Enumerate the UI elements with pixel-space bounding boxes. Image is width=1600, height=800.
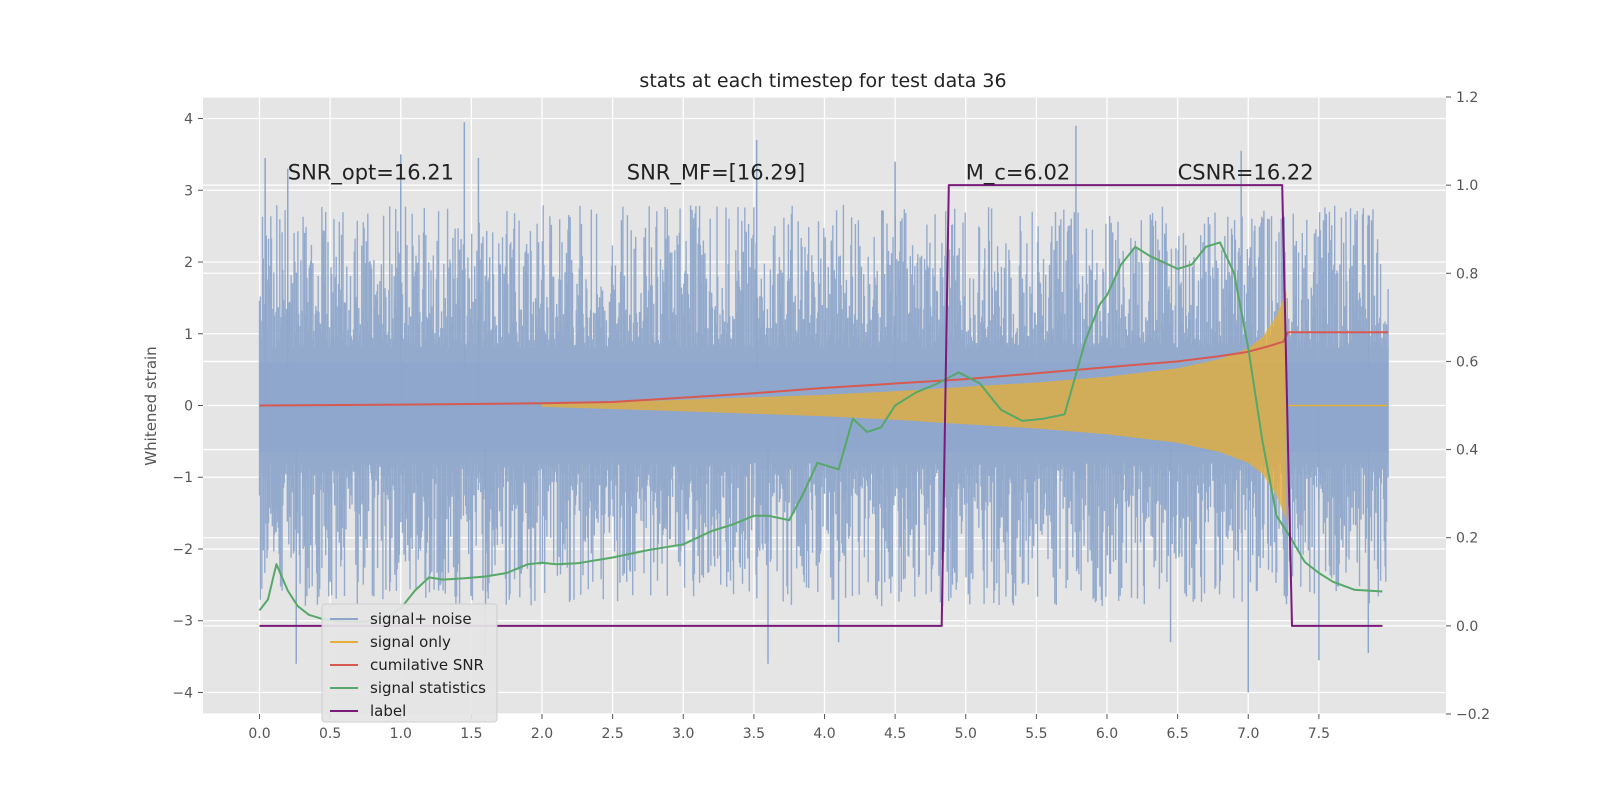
annotation-0: SNR_opt=16.21: [288, 160, 454, 185]
y-right-tick-label: 1.0: [1456, 178, 1478, 194]
signal-statistics-line: [258, 241, 1383, 623]
x-tick-label: 5.5: [1025, 726, 1047, 742]
y-right-tick-label: 0.8: [1456, 266, 1478, 282]
x-tick-label: 5.0: [955, 726, 977, 742]
legend: signal+ noise signal only cumilative SNR si…: [321, 603, 498, 723]
y-tick-label: 0: [184, 399, 193, 415]
x-tick-label: 0.0: [248, 726, 270, 742]
x-tick-label: 2.0: [531, 726, 553, 742]
x-tick-label: 4.0: [813, 726, 835, 742]
y-right-tick-label: 1.2: [1456, 90, 1478, 106]
y-right-tick-label: −0.2: [1456, 707, 1490, 723]
y-tick-label: −3: [172, 614, 193, 630]
annotation-1: SNR_MF=[16.29]: [627, 160, 805, 185]
y-tick-label: 1: [184, 327, 193, 343]
x-tick-label: 7.0: [1237, 726, 1259, 742]
x-tick-label: 6.5: [1166, 726, 1188, 742]
legend-label: label: [370, 702, 406, 720]
x-tick-label: 1.0: [390, 726, 412, 742]
annotation-3: CSNR=16.22: [1178, 160, 1314, 184]
label-line: [259, 184, 1383, 627]
signal-only-envelope: [542, 290, 1287, 521]
y-tick-label: −4: [172, 685, 193, 701]
y-right-tick-label: 0.4: [1456, 443, 1478, 459]
x-tick-label: 1.5: [460, 726, 482, 742]
y-tick-label: 4: [184, 112, 193, 128]
legend-label: signal+ noise: [370, 610, 472, 628]
cumulative-snr-line: [259, 331, 1389, 407]
x-tick-label: 2.5: [601, 726, 623, 742]
y-tick-label: 3: [184, 183, 193, 199]
legend-label: cumilative SNR: [370, 656, 484, 674]
x-tick-label: 7.5: [1308, 726, 1330, 742]
x-tick-label: 0.5: [319, 726, 341, 742]
y-right-tick-label: 0.6: [1456, 354, 1478, 370]
chart-title: stats at each timestep for test data 36: [639, 70, 1006, 92]
y-tick-label: −1: [172, 470, 193, 486]
y-right-tick-label: 0.0: [1456, 619, 1478, 635]
annotation-2: M_c=6.02: [966, 160, 1071, 185]
legend-label: signal statistics: [370, 679, 486, 697]
y-tick-label: −2: [172, 542, 193, 558]
x-tick-label: 4.5: [884, 726, 906, 742]
y-axis-label: Whitened strain: [142, 346, 160, 465]
legend-box: [321, 603, 498, 723]
x-tick-label: 3.0: [672, 726, 694, 742]
signal-only-series: [542, 290, 1389, 521]
y-right-tick-label: 0.2: [1456, 531, 1478, 547]
x-tick-label: 6.0: [1096, 726, 1118, 742]
x-tick-label: 3.5: [743, 726, 765, 742]
y-tick-label: 2: [184, 255, 193, 271]
legend-label: signal only: [370, 633, 451, 651]
